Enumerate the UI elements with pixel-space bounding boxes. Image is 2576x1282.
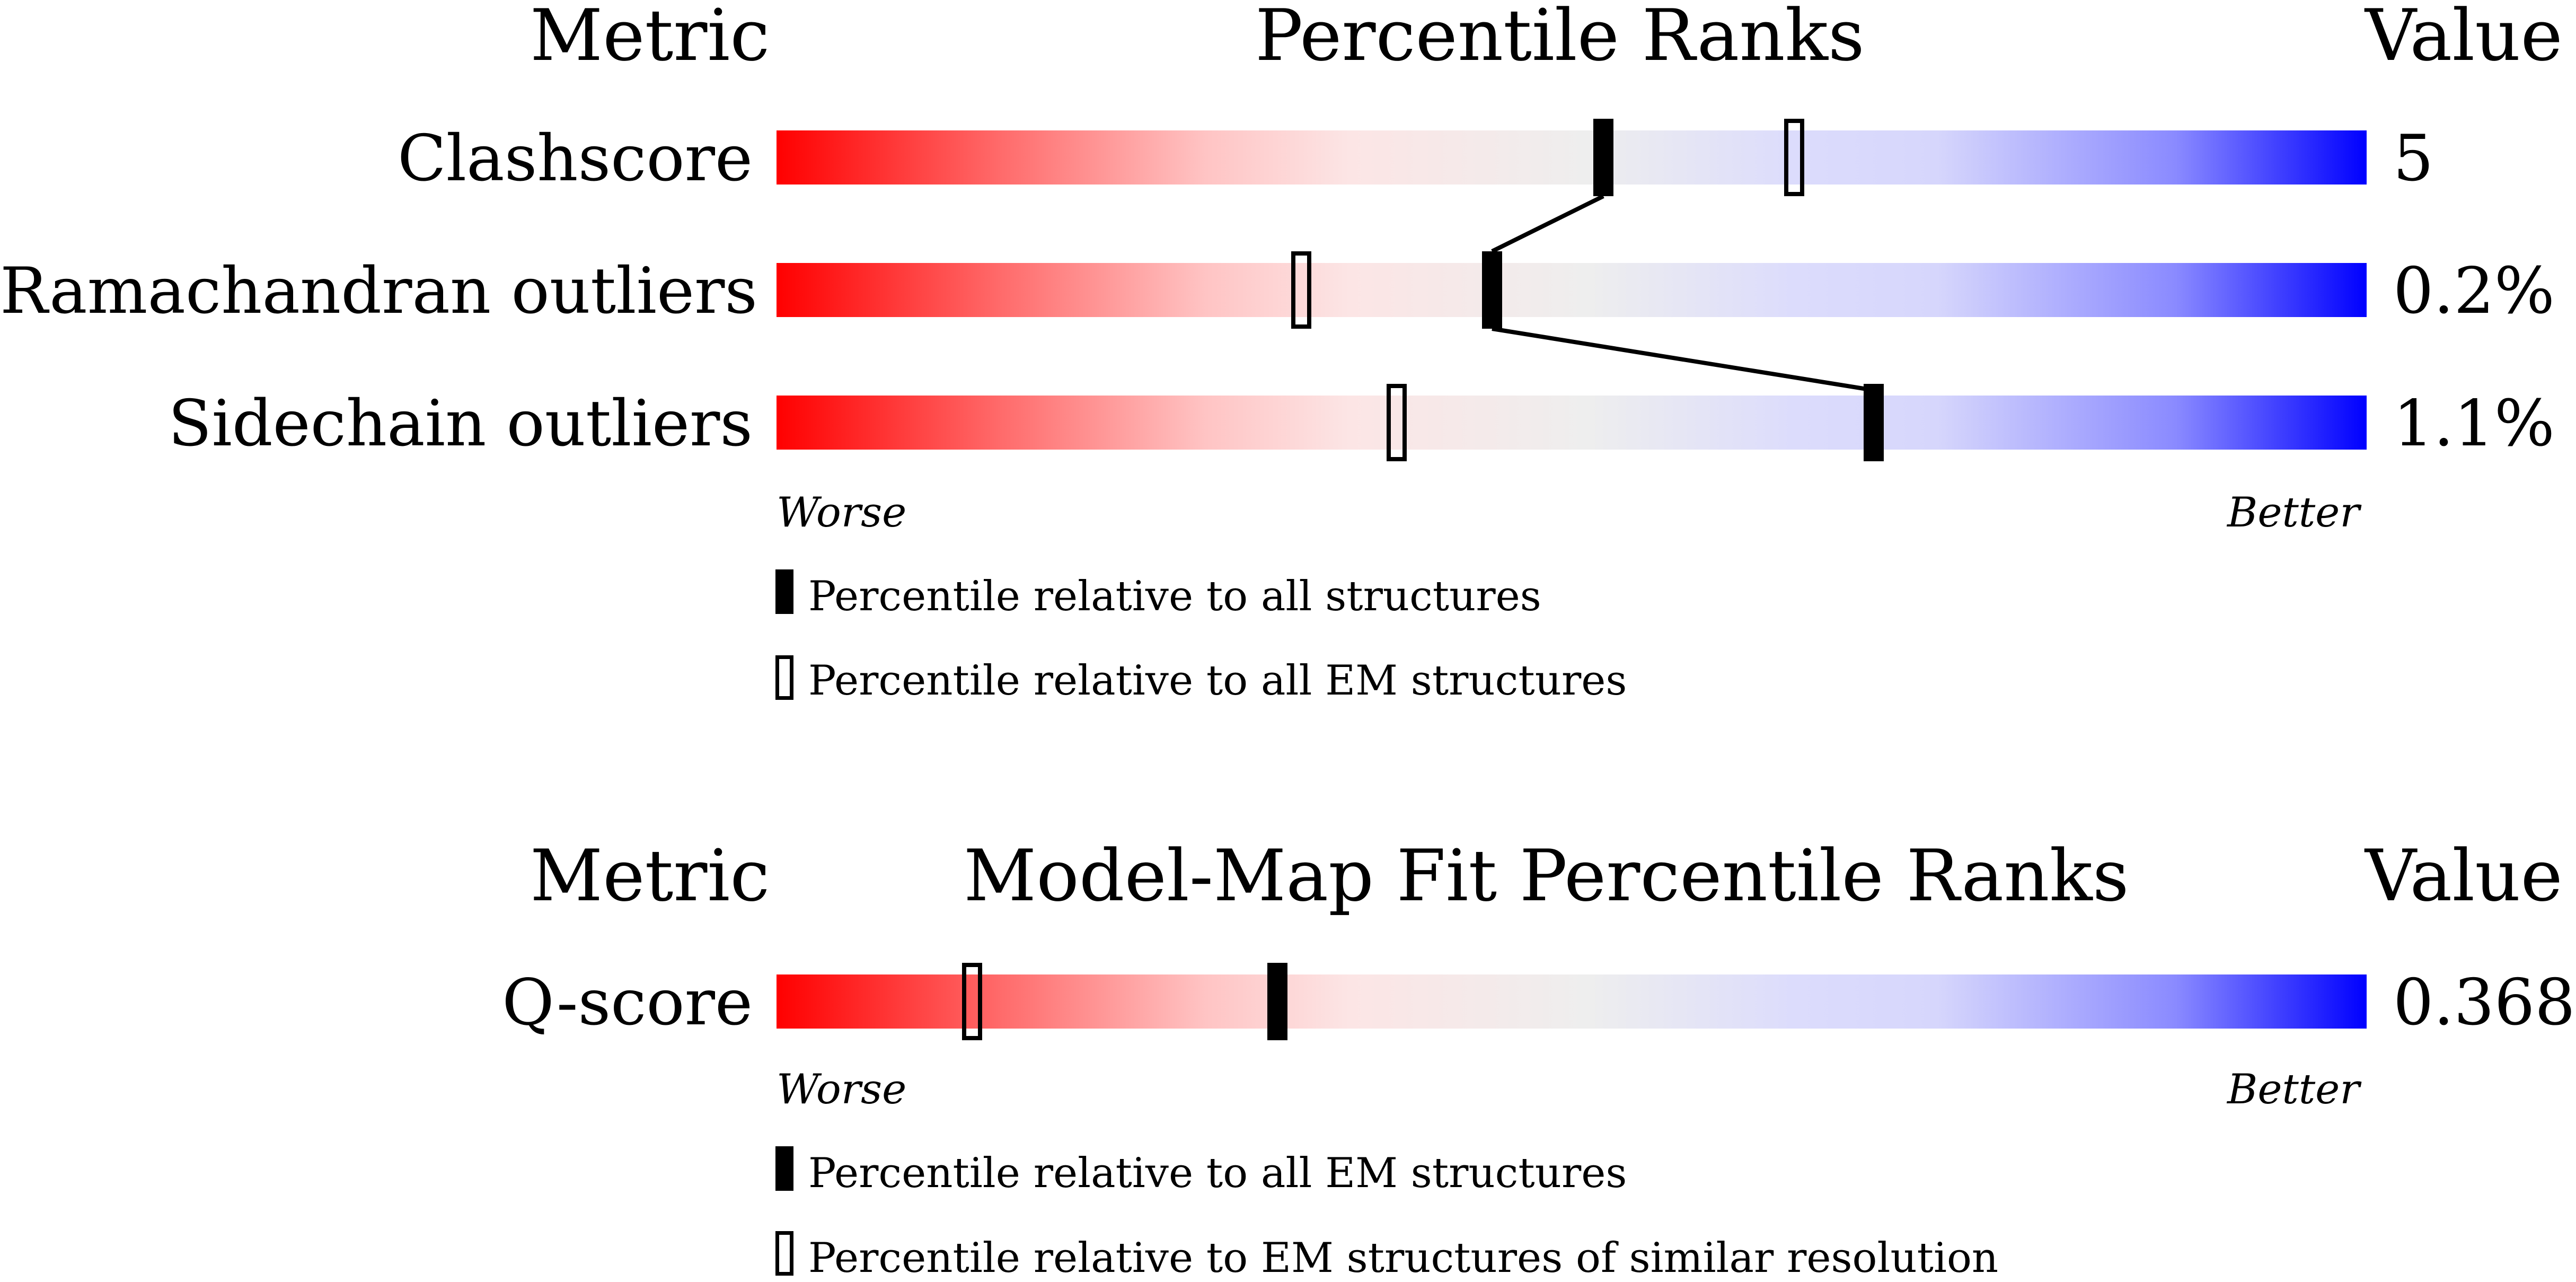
metric-header: Metric bbox=[530, 0, 770, 77]
percentile-bar bbox=[777, 974, 2367, 1029]
metric-value: 1.1% bbox=[2393, 387, 2555, 461]
percentile-bar bbox=[777, 263, 2367, 317]
legend-hollow-icon bbox=[775, 1231, 793, 1276]
legend-filled-label: Percentile relative to all structures bbox=[808, 573, 1541, 620]
metric-label: Ramachandran outliers bbox=[0, 254, 757, 328]
percentile-bar bbox=[777, 396, 2367, 450]
connector-line bbox=[1492, 327, 1874, 392]
legend-filled-icon bbox=[775, 569, 793, 614]
chart-title: Model-Map Fit Percentile Ranks bbox=[964, 835, 2129, 917]
legend-hollow-label: Percentile relative to all EM structures bbox=[808, 657, 1627, 705]
percentile-marker-em bbox=[1784, 119, 1804, 196]
axis-worse-label: Worse bbox=[777, 1066, 907, 1113]
axis-worse-label: Worse bbox=[777, 489, 907, 537]
axis-better-label: Better bbox=[2227, 489, 2360, 537]
metric-value: 0.368 bbox=[2393, 966, 2575, 1040]
percentile-marker-all bbox=[1482, 251, 1502, 329]
metric-value: 0.2% bbox=[2393, 254, 2555, 328]
percentile-bar bbox=[777, 130, 2367, 185]
metric-label: Q-score bbox=[502, 966, 753, 1040]
legend-hollow-icon bbox=[775, 655, 793, 700]
legend-filled-icon bbox=[775, 1146, 793, 1191]
connector-line bbox=[1491, 194, 1604, 253]
metric-value: 5 bbox=[2393, 122, 2434, 196]
percentile-marker-all bbox=[1593, 119, 1613, 196]
percentile-marker-em bbox=[1291, 251, 1311, 329]
value-header: Value bbox=[2365, 0, 2563, 77]
metric-label: Sidechain outliers bbox=[168, 387, 753, 461]
legend-hollow-label: Percentile relative to EM structures of … bbox=[808, 1234, 1999, 1282]
metric-header: Metric bbox=[530, 835, 770, 917]
axis-better-label: Better bbox=[2227, 1066, 2360, 1113]
percentile-marker-em bbox=[1387, 384, 1407, 461]
value-header: Value bbox=[2365, 835, 2563, 917]
percentile-marker-all bbox=[1864, 384, 1884, 461]
legend-filled-label: Percentile relative to all EM structures bbox=[808, 1149, 1627, 1197]
percentile-marker-em bbox=[962, 963, 982, 1040]
metric-label: Clashscore bbox=[397, 122, 753, 196]
percentile-marker-all bbox=[1267, 963, 1287, 1040]
chart-title: Percentile Ranks bbox=[1255, 0, 1865, 77]
